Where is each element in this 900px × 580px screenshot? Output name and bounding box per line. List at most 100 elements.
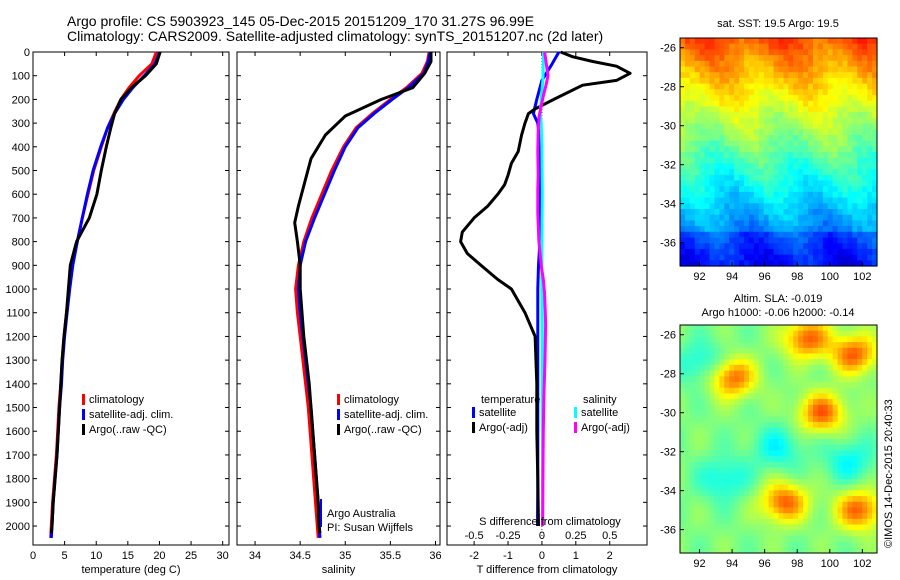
heatmap-cell	[748, 404, 755, 412]
heatmap-cell	[847, 530, 853, 537]
heatmap-cell	[709, 399, 716, 406]
depth-tick-label: 1400	[6, 379, 30, 391]
heatmap-cell	[778, 496, 785, 503]
heatmap-cell	[837, 501, 844, 508]
heatmap-cell	[872, 100, 878, 107]
heatmap-cell	[758, 530, 765, 537]
heatmap-cell	[872, 163, 878, 170]
heatmap-cell	[763, 456, 770, 463]
heatmap-cell	[793, 496, 799, 503]
heatmap-cell	[699, 439, 706, 446]
heatmap-cell	[783, 467, 789, 474]
heatmap-cell	[744, 325, 750, 332]
heatmap-cell	[719, 55, 725, 62]
heatmap-cell	[837, 191, 844, 199]
heatmap-cell	[753, 530, 760, 537]
heatmap-cell	[837, 214, 844, 221]
heatmap-cell	[822, 467, 829, 474]
heatmap-cell	[812, 186, 819, 193]
heatmap-cell	[832, 209, 839, 216]
heatmap-cell	[739, 330, 745, 337]
heatmap-cell	[847, 387, 853, 394]
heatmap-cell	[768, 507, 775, 514]
heatmap-cell	[842, 382, 849, 389]
heatmap-cell	[744, 330, 750, 337]
heatmap-cell	[803, 89, 809, 96]
heatmap-cell	[753, 248, 760, 256]
heatmap-cell	[812, 191, 819, 199]
heatmap-cell	[748, 254, 755, 261]
heatmap-cell	[837, 410, 844, 417]
heatmap-cell	[803, 106, 809, 113]
heatmap-cell	[778, 112, 785, 119]
heatmap-cell	[852, 382, 858, 389]
annotation-text: PI: Susan Wijffels	[327, 522, 413, 534]
heatmap-cell	[862, 353, 868, 360]
heatmap-cell	[729, 197, 735, 204]
heatmap-cell	[788, 530, 794, 537]
heatmap-cell	[842, 473, 849, 480]
heatmap-cell	[783, 484, 789, 491]
heatmap-cell	[837, 66, 844, 73]
heatmap-cell	[768, 439, 775, 446]
heatmap-cell	[768, 478, 775, 486]
heatmap-cell	[837, 347, 844, 355]
heatmap-cell	[699, 387, 706, 394]
heatmap-cell	[872, 174, 878, 182]
heatmap-cell	[714, 336, 720, 343]
heatmap-cell	[748, 134, 755, 142]
heatmap-cell	[758, 214, 765, 221]
heatmap-cell	[739, 72, 745, 79]
heatmap-cell	[689, 456, 696, 463]
heatmap-cell	[748, 364, 755, 372]
heatmap-cell	[788, 95, 794, 102]
heatmap-cell	[704, 490, 711, 497]
heatmap-cell	[724, 382, 730, 389]
heatmap-cell	[798, 376, 804, 383]
heatmap-cell	[719, 325, 725, 332]
heatmap-cell	[758, 364, 765, 372]
difference-series-argo-adj-	[536, 51, 550, 527]
heatmap-cell	[783, 444, 789, 451]
heatmap-cell	[803, 507, 809, 514]
heatmap-cell	[822, 49, 829, 56]
heatmap-cell	[709, 330, 716, 337]
heatmap-cell	[748, 478, 755, 486]
heatmap-cell	[768, 364, 775, 372]
heatmap-cell	[788, 421, 794, 429]
heatmap-cell	[783, 524, 789, 531]
heatmap-cell	[817, 226, 824, 233]
heatmap-cell	[788, 60, 794, 68]
heatmap-cell	[724, 237, 730, 244]
heatmap-cell	[719, 186, 725, 193]
heatmap-cell	[798, 248, 804, 256]
heatmap-cell	[788, 248, 794, 256]
heatmap-cell	[788, 382, 794, 389]
heatmap-cell	[793, 72, 799, 79]
heatmap-cell	[704, 353, 711, 360]
heatmap-cell	[822, 226, 829, 233]
heatmap-cell	[734, 342, 740, 349]
heatmap-cell	[719, 393, 725, 400]
heatmap-cell	[680, 359, 686, 366]
heatmap-cell	[763, 524, 770, 531]
heatmap-cell	[773, 359, 780, 366]
heatmap-cell	[842, 490, 849, 497]
heatmap-cell	[773, 370, 780, 377]
heatmap-cell	[709, 77, 716, 85]
heatmap-cell	[714, 507, 720, 514]
heatmap-cell	[827, 231, 834, 239]
heatmap-cell	[778, 186, 785, 193]
heatmap-cell	[748, 496, 755, 503]
heatmap-cell	[817, 55, 824, 62]
heatmap-cell	[714, 433, 720, 440]
heatmap-cell	[729, 353, 735, 360]
heatmap-cell	[714, 404, 720, 412]
s-difference-tick-label: 0	[539, 530, 545, 542]
heatmap-cell	[842, 376, 849, 383]
heatmap-cell	[758, 60, 765, 68]
heatmap-cell	[857, 484, 863, 491]
heatmap-cell	[837, 180, 844, 187]
heatmap-cell	[872, 524, 878, 531]
heatmap-cell	[709, 260, 716, 267]
